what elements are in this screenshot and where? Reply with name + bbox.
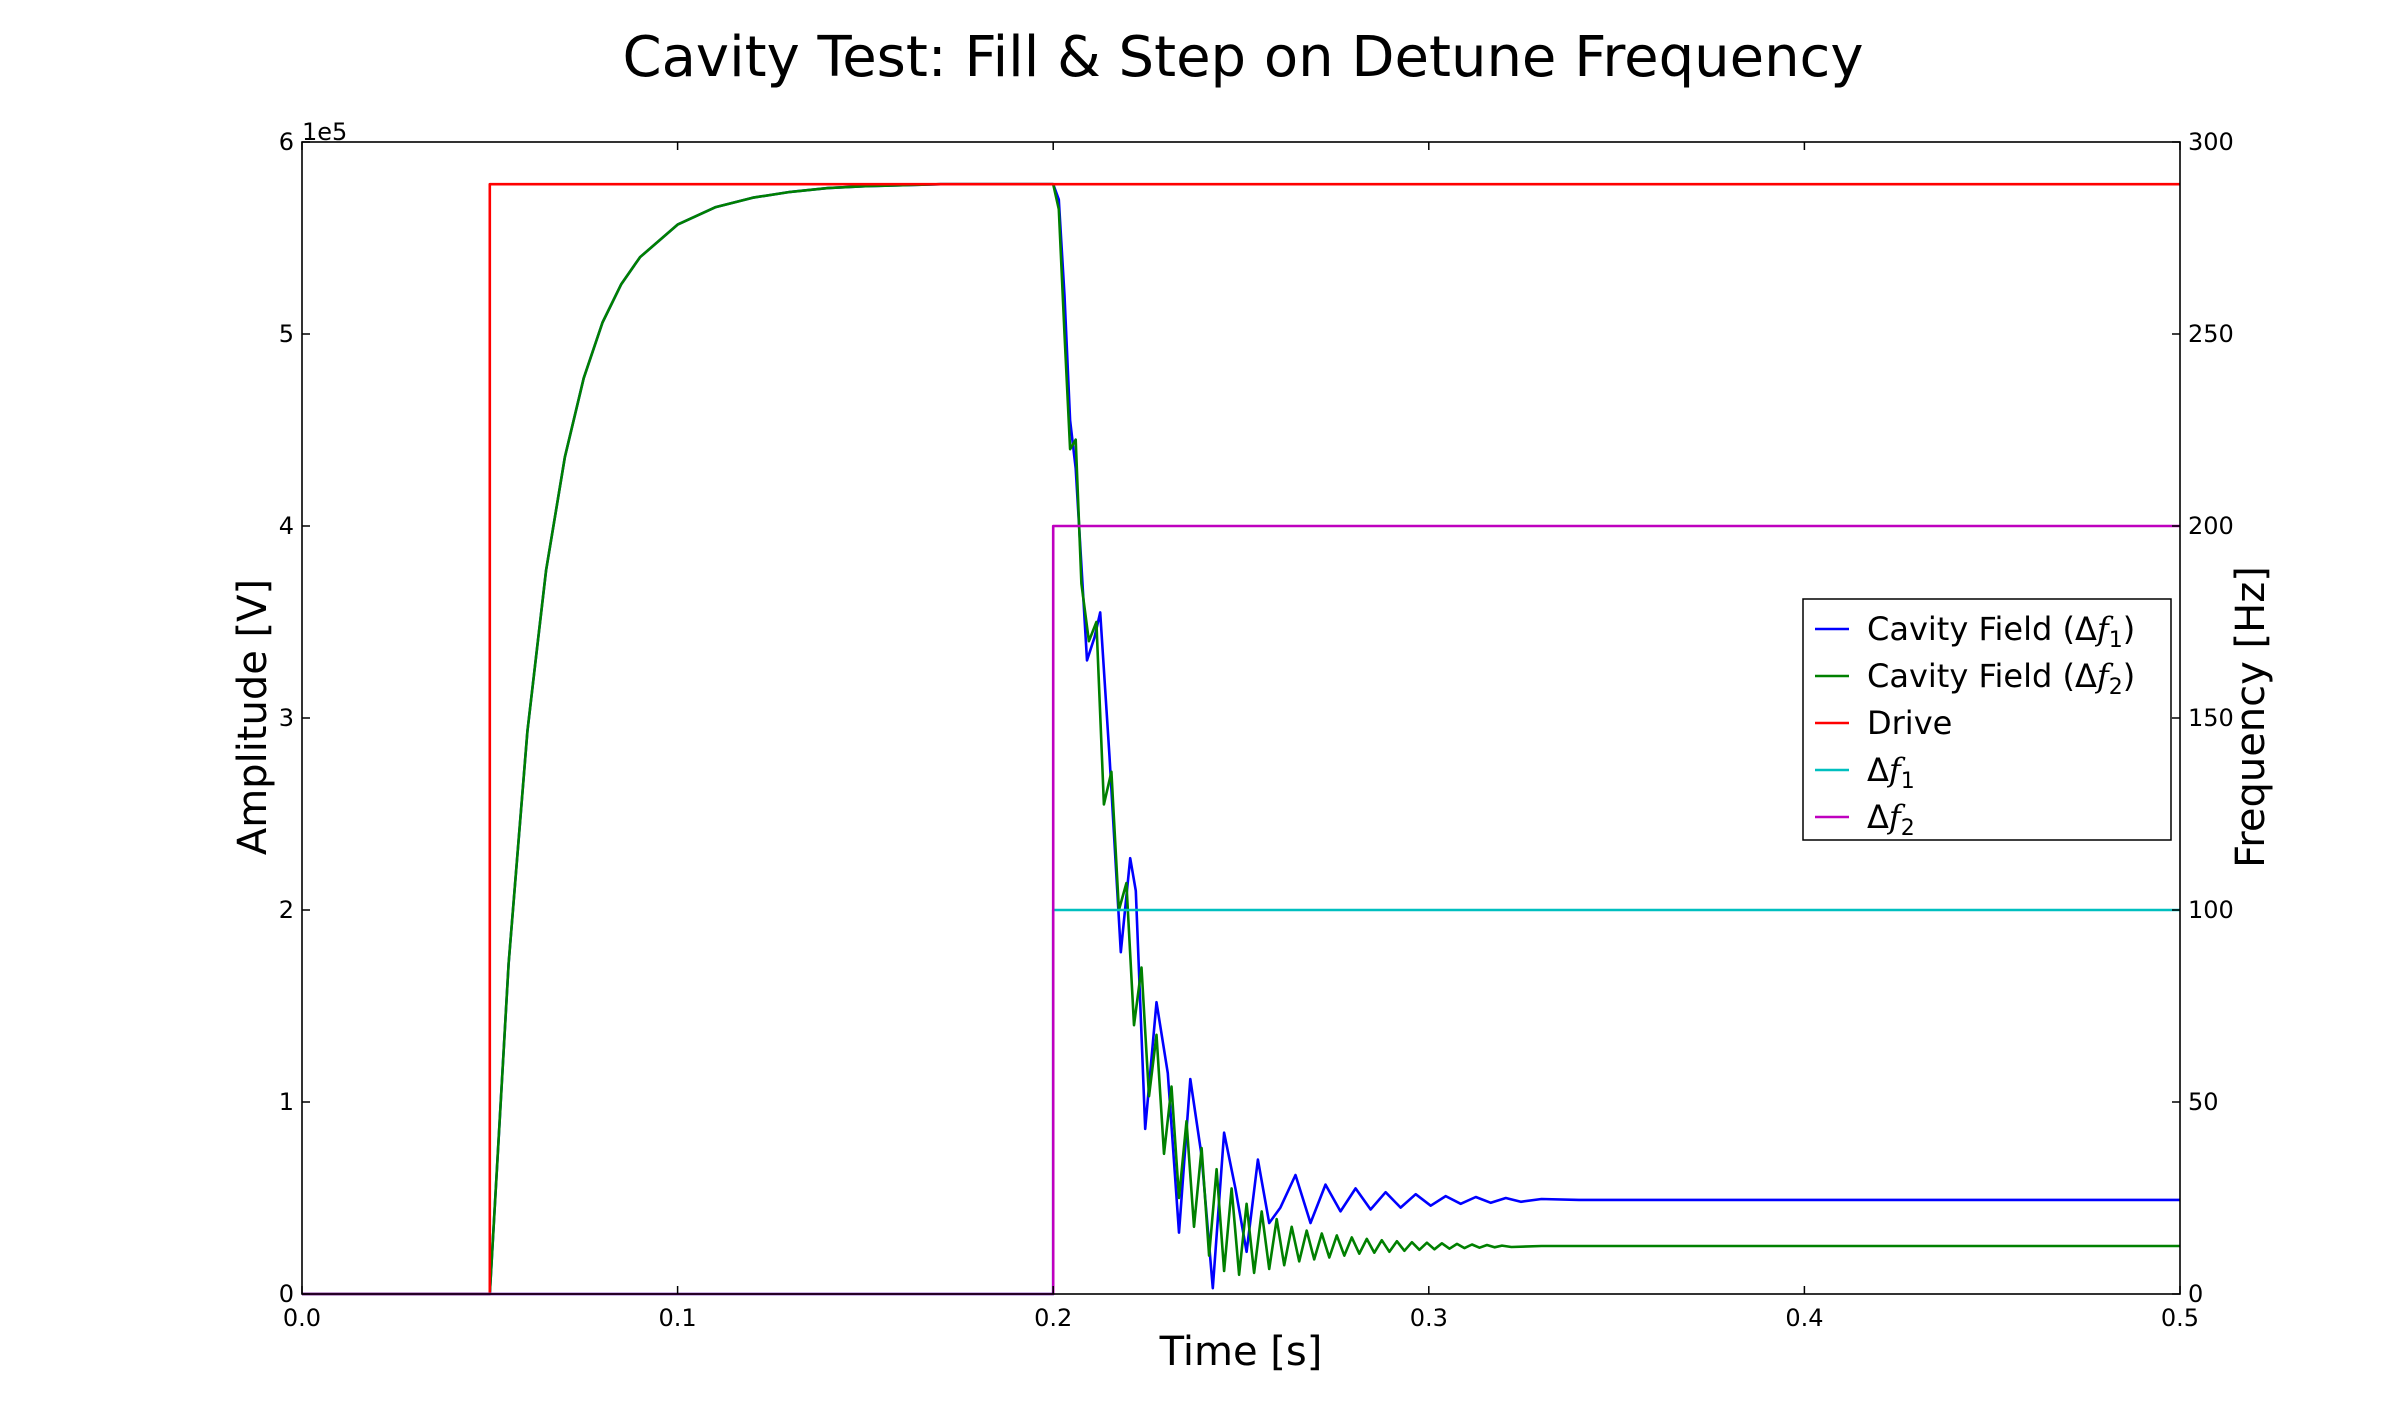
y-tick-label: 3 [279,704,294,732]
x-tick-label: 0.3 [1410,1304,1448,1332]
y2-tick-label: 50 [2188,1088,2219,1116]
y-tick-label: 1 [279,1088,294,1116]
legend-label: Drive [1867,704,1952,742]
y2-tick-label: 150 [2188,704,2234,732]
y2-tick-label: 0 [2188,1280,2203,1308]
x-tick-label: 0.0 [283,1304,321,1332]
y-tick-label: 4 [279,512,294,540]
x-axis-title: Time [s] [1159,1329,1323,1375]
y-tick-label: 5 [279,320,294,348]
y-offset-label: 1e5 [302,118,347,146]
ticks-layer: 0.0 0.1 0.2 0.3 0.4 0.50123456050100150200250… [279,128,2234,1332]
y2-tick-label: 100 [2188,896,2234,924]
y-tick-label: 6 [279,128,294,156]
legend: Cavity Field (Δf1)Cavity Field (Δf2) Driv… [1802,598,2172,841]
x-tick-label: 0.2 [1034,1304,1072,1332]
x-tick-label: 0.4 [1785,1304,1823,1332]
series-line-2 [302,182,2180,1296]
y2-tick-label: 250 [2188,320,2234,348]
y2-axis-title: Frequency [Hz] [2228,566,2274,868]
chart-title: Cavity Test: Fill & Step on Detune Frequ… [623,25,1864,90]
y-tick-label: 2 [279,896,294,924]
y-axis-title: Amplitude [V] [230,579,276,855]
legend-label: Cavity Field (Δf1) [1867,610,2135,653]
y2-tick-label: 200 [2188,512,2234,540]
legend-box [1802,598,2172,841]
y-tick-label: 0 [279,1280,294,1308]
y2-tick-label: 300 [2188,128,2234,156]
legend-label: Cavity Field (Δf2) [1867,657,2135,700]
x-tick-label: 0.1 [659,1304,697,1332]
x-tick-label: 0.5 [2161,1304,2199,1332]
